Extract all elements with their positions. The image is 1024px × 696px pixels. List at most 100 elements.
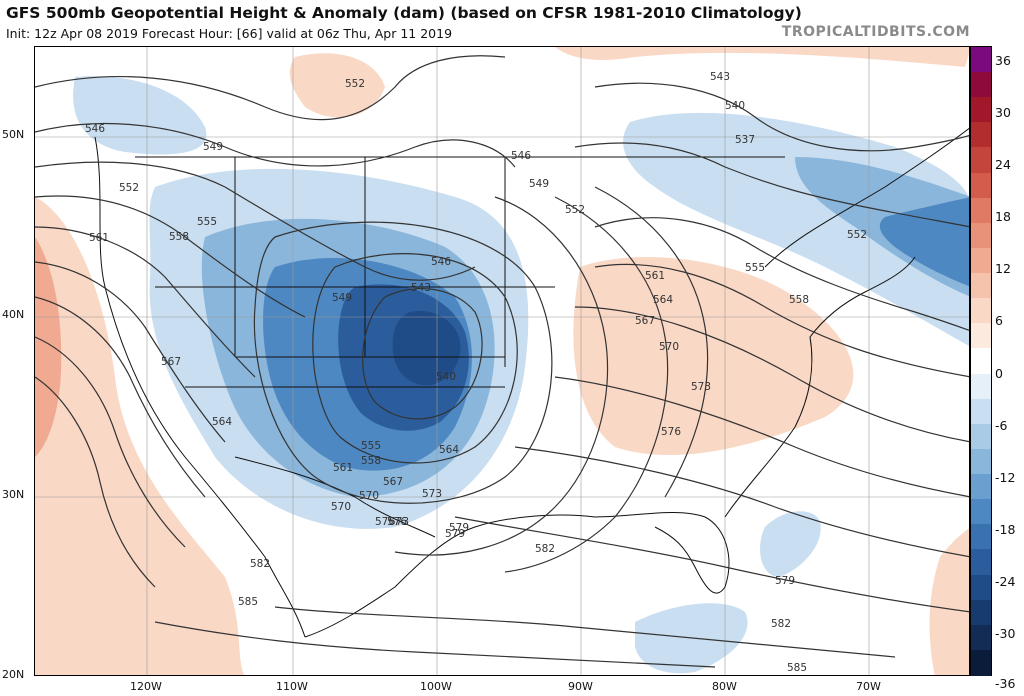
colorbar-tick: 6 [995,313,1003,328]
colorbar-segment [971,373,991,400]
contour-label: 552 [119,182,139,194]
colorbar-segment [971,599,991,626]
lat-label: 30N [2,488,25,501]
colorbar-segment [971,574,991,601]
colorbar-segment [971,348,991,375]
contour-label: 549 [332,292,352,304]
lon-label: 80W [712,680,737,693]
colorbar-tick: 0 [995,366,1003,381]
contour-label: 558 [361,455,381,467]
lon-label: 70W [856,680,881,693]
contour-label: 582 [771,618,791,630]
contour-label: 564 [653,294,673,306]
contour-label: 549 [203,141,223,153]
colorbar-segment [971,273,991,300]
contour-label: 579 [445,528,465,540]
colorbar-segment [971,222,991,249]
colorbar-segment [971,122,991,149]
colorbar-segment [971,97,991,124]
contour-label: 543 [710,71,730,83]
colorbar-segment [971,448,991,475]
contour-label: 561 [645,270,665,282]
contour-label: 552 [847,229,867,241]
contour-label: 543 [411,282,431,294]
chart-subtitle: Init: 12z Apr 08 2019 Forecast Hour: [66… [6,26,453,41]
contour-label: 570 [659,341,679,353]
contour-label: 555 [197,216,217,228]
colorbar-segment [971,649,991,676]
colorbar-segment [971,398,991,425]
lon-label: 110W [276,680,308,693]
contour-label: 549 [529,178,549,190]
contour-label: 585 [787,662,807,674]
coastlines [94,127,969,638]
colorbar-tick: 24 [995,157,1011,172]
height-contours [35,55,969,668]
contour-label: 573 [389,516,409,528]
brand-watermark[interactable]: TROPICALTIDBITS.COM [781,24,970,40]
contour-label: 555 [745,262,765,274]
chart-title: GFS 500mb Geopotential Height & Anomaly … [6,4,802,22]
contour-label: 579 [449,522,469,534]
contour-label: 540 [436,371,456,383]
colorbar-tick: -6 [995,418,1008,433]
colorbar-segment [971,474,991,501]
contour-label: 555 [361,440,381,452]
contour-label: 570 [359,490,379,502]
contour-label: 567 [383,476,403,488]
contour-label: 552 [565,204,585,216]
contour-label: 540 [725,100,745,112]
contour-label: 582 [535,543,555,555]
colorbar-segment [971,172,991,199]
colorbar-tick: -30 [995,626,1016,641]
colorbar-tick: 18 [995,209,1011,224]
lat-label: 40N [2,308,25,321]
contour-label: 567 [161,356,181,368]
colorbar-segment [971,499,991,526]
map-canvas: 552 543 540 537 546 549 552 555 558 561 … [35,47,969,675]
colorbar-segment [971,147,991,174]
contour-label: 576 [661,426,681,438]
colorbar-segment [971,47,991,73]
contour-label: 546 [511,150,531,162]
colorbar-tick: 30 [995,105,1011,120]
lon-label: 90W [568,680,593,693]
lon-label: 100W [420,680,452,693]
contour-label: 579 [775,575,795,587]
colorbar-segment [971,624,991,651]
graticule [35,47,969,675]
contour-label: 561 [333,462,353,474]
colorbar-segment [971,298,991,325]
contour-label: 573 [691,381,711,393]
contour-label: 567 [635,315,655,327]
contour-label: 576 [375,516,395,528]
contour-label: 552 [345,78,365,90]
contour-label: 570 [331,501,351,513]
colorbar-segment [971,247,991,274]
contour-label: 582 [250,558,270,570]
lat-label: 50N [2,128,25,141]
contour-label: 558 [789,294,809,306]
weather-map: 552 543 540 537 546 549 552 555 558 561 … [34,46,970,676]
contour-label: 585 [238,596,258,608]
contour-label-group: 552 543 540 537 546 549 552 555 558 561 … [85,71,867,674]
positive-anomaly-shading [35,47,969,675]
colorbar-segment [971,72,991,99]
lat-label: 20N [2,668,25,681]
colorbar-tick: 36 [995,53,1011,68]
colorbar-tick: 12 [995,261,1011,276]
colorbar-tick: -18 [995,522,1016,537]
contour-label: 564 [439,444,459,456]
colorbar-segment [971,323,991,350]
contour-label: 546 [431,256,451,268]
colorbar-segment [971,524,991,551]
colorbar-segment [971,549,991,576]
contour-label: 561 [89,232,109,244]
contour-label: 537 [735,134,755,146]
colorbar-tick: -36 [995,676,1016,691]
contour-label: 576 [387,516,407,528]
contour-label: 573 [422,488,442,500]
lon-label: 120W [130,680,162,693]
anomaly-colorbar [970,46,992,676]
contour-label: 564 [212,416,232,428]
